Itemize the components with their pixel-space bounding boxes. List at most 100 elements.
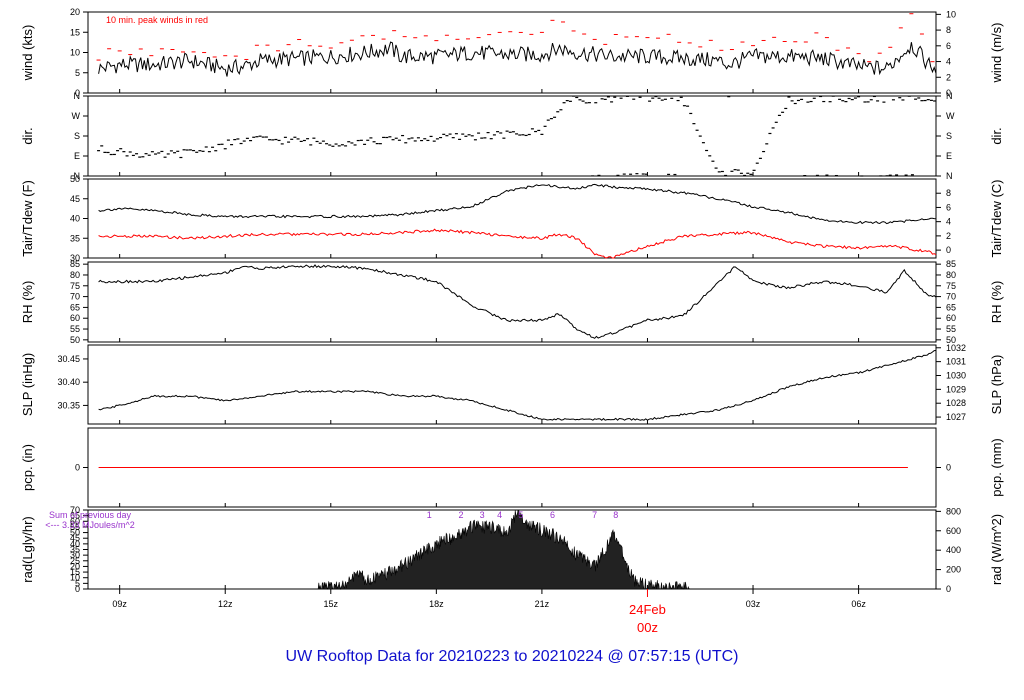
x-tick-label: 09z [112, 599, 127, 609]
right-tick-label: 80 [946, 270, 956, 280]
right-tick-label: 1028 [946, 398, 966, 408]
y-axis-label-left: RH (%) [20, 281, 35, 324]
right-tick-label: 800 [946, 506, 961, 516]
left-tick-label: 30.35 [57, 400, 80, 410]
series-line-dew [98, 228, 937, 259]
left-tick-label: N [74, 171, 81, 181]
left-tick-label: 50 [70, 335, 80, 345]
radiation-sum-annotation: <--- 3.33 MJoules/m^2 [45, 520, 135, 530]
right-tick-label: 0 [946, 584, 951, 594]
panel-frame [87, 11, 937, 94]
left-tick-label: 85 [70, 259, 80, 269]
left-tick-label: 30 [70, 550, 80, 560]
time-axis: 09z 12z 15z 18z 21z 03z 06z [112, 589, 866, 609]
y-axis-label-right: dir. [989, 127, 1004, 144]
right-tick-label: 600 [946, 526, 961, 536]
right-tick-label: 0 [946, 88, 951, 98]
left-tick-label: 30.40 [57, 377, 80, 387]
radiation-sum-annotation: Sum of previous day [49, 510, 132, 520]
y-axis-label-right: SLP (hPa) [989, 355, 1004, 415]
left-tick-label: 40 [70, 539, 80, 549]
peak-wind-annotation: 10 min. peak winds in red [106, 15, 208, 25]
left-tick-label: S [74, 131, 80, 141]
right-tick-label: N [946, 171, 953, 181]
left-tick-label: 45 [70, 533, 80, 543]
left-tick-label: 35 [70, 233, 80, 243]
panel-frame [87, 95, 937, 177]
radiation-marker: 5 [518, 510, 523, 520]
x-tick-label: 06z [851, 599, 866, 609]
right-tick-label: 1030 [946, 370, 966, 380]
panel-wind: 0 5 10 15 20 0 2 4 6 8 10 wind (kts) wind (m/s) 10 mi… [20, 7, 1004, 98]
y-axis-label-left: Tair/Tdew (F) [20, 180, 35, 257]
right-tick-label: 6 [946, 41, 951, 51]
left-tick-label: 20 [70, 7, 80, 17]
x-tick-label: 18z [429, 599, 444, 609]
right-tick-label: 10 [946, 9, 956, 19]
radiation-marker: 8 [613, 510, 618, 520]
radiation-marker: 4 [497, 510, 502, 520]
right-tick-label: 75 [946, 281, 956, 291]
left-tick-label: 50 [70, 174, 80, 184]
right-tick-label: 0 [946, 245, 951, 255]
left-tick-label: 70 [70, 505, 80, 515]
right-tick-label: 1029 [946, 384, 966, 394]
right-tick-label: 4 [946, 217, 951, 227]
series-line-air [98, 183, 937, 225]
left-tick-label: 10 [70, 573, 80, 583]
left-tick-label: 60 [70, 516, 80, 526]
panel-pcp: 0 0 pcp. (in) pcp. (mm) [20, 427, 1004, 508]
radiation-marker: 6 [550, 510, 555, 520]
right-tick-label: 50 [946, 335, 956, 345]
right-tick-label: W [946, 111, 955, 121]
y-axis-label-right: RH (%) [989, 281, 1004, 324]
panel-temp: 30 35 40 45 50 0 2 4 6 8 Tair/Tdew (F) Tair/Tdew (C… [20, 174, 1004, 263]
date-marker-day: 24Feb [629, 602, 666, 617]
right-tick-label: 85 [946, 259, 956, 269]
right-tick-label: 8 [946, 25, 951, 35]
y-axis-label-right: pcp. (mm) [989, 438, 1004, 497]
right-tick-label: 200 [946, 565, 961, 575]
x-tick-label: 12z [218, 599, 233, 609]
panel-frame [87, 261, 937, 343]
right-tick-label: 65 [946, 302, 956, 312]
left-tick-label: 55 [70, 324, 80, 334]
y-axis-label-left: pcp. (in) [20, 444, 35, 491]
left-tick-label: 55 [70, 522, 80, 532]
y-axis-label-right: Tair/Tdew (C) [989, 179, 1004, 257]
left-tick-label: N [74, 91, 81, 101]
right-tick-label: 60 [946, 313, 956, 323]
radiation-marker: 3 [480, 510, 485, 520]
left-tick-label: 65 [70, 511, 80, 521]
radiation-marker: 7 [592, 510, 597, 520]
right-tick-label: 2 [946, 72, 951, 82]
right-tick-label: 0 [946, 463, 951, 473]
left-tick-label: 30.45 [57, 354, 80, 364]
left-tick-label: 80 [70, 270, 80, 280]
left-tick-label: 70 [70, 292, 80, 302]
left-tick-label: E [74, 151, 80, 161]
series-line-mean [98, 41, 937, 77]
x-tick-label: 15z [324, 599, 339, 609]
radiation-marker: 1 [427, 510, 432, 520]
left-tick-label: 60 [70, 313, 80, 323]
left-tick-label: 50 [70, 528, 80, 538]
left-tick-label: 0 [75, 463, 80, 473]
radiation-area [316, 509, 690, 590]
panel-frame [87, 344, 937, 425]
panel-frame [87, 178, 937, 259]
right-tick-label: 4 [946, 57, 951, 67]
right-tick-label: 2 [946, 231, 951, 241]
left-tick-label: 75 [70, 281, 80, 291]
left-tick-label: 30 [70, 253, 80, 263]
series-line-slp [98, 350, 937, 421]
left-tick-label: 5 [75, 578, 80, 588]
date-marker-hour: 00z [637, 620, 658, 635]
y-axis-label-right: wind (m/s) [989, 23, 1004, 84]
y-axis-label-left: SLP (inHg) [20, 353, 35, 416]
page-title: UW Rooftop Data for 20210223 to 20210224… [285, 648, 739, 665]
left-tick-label: 25 [70, 556, 80, 566]
